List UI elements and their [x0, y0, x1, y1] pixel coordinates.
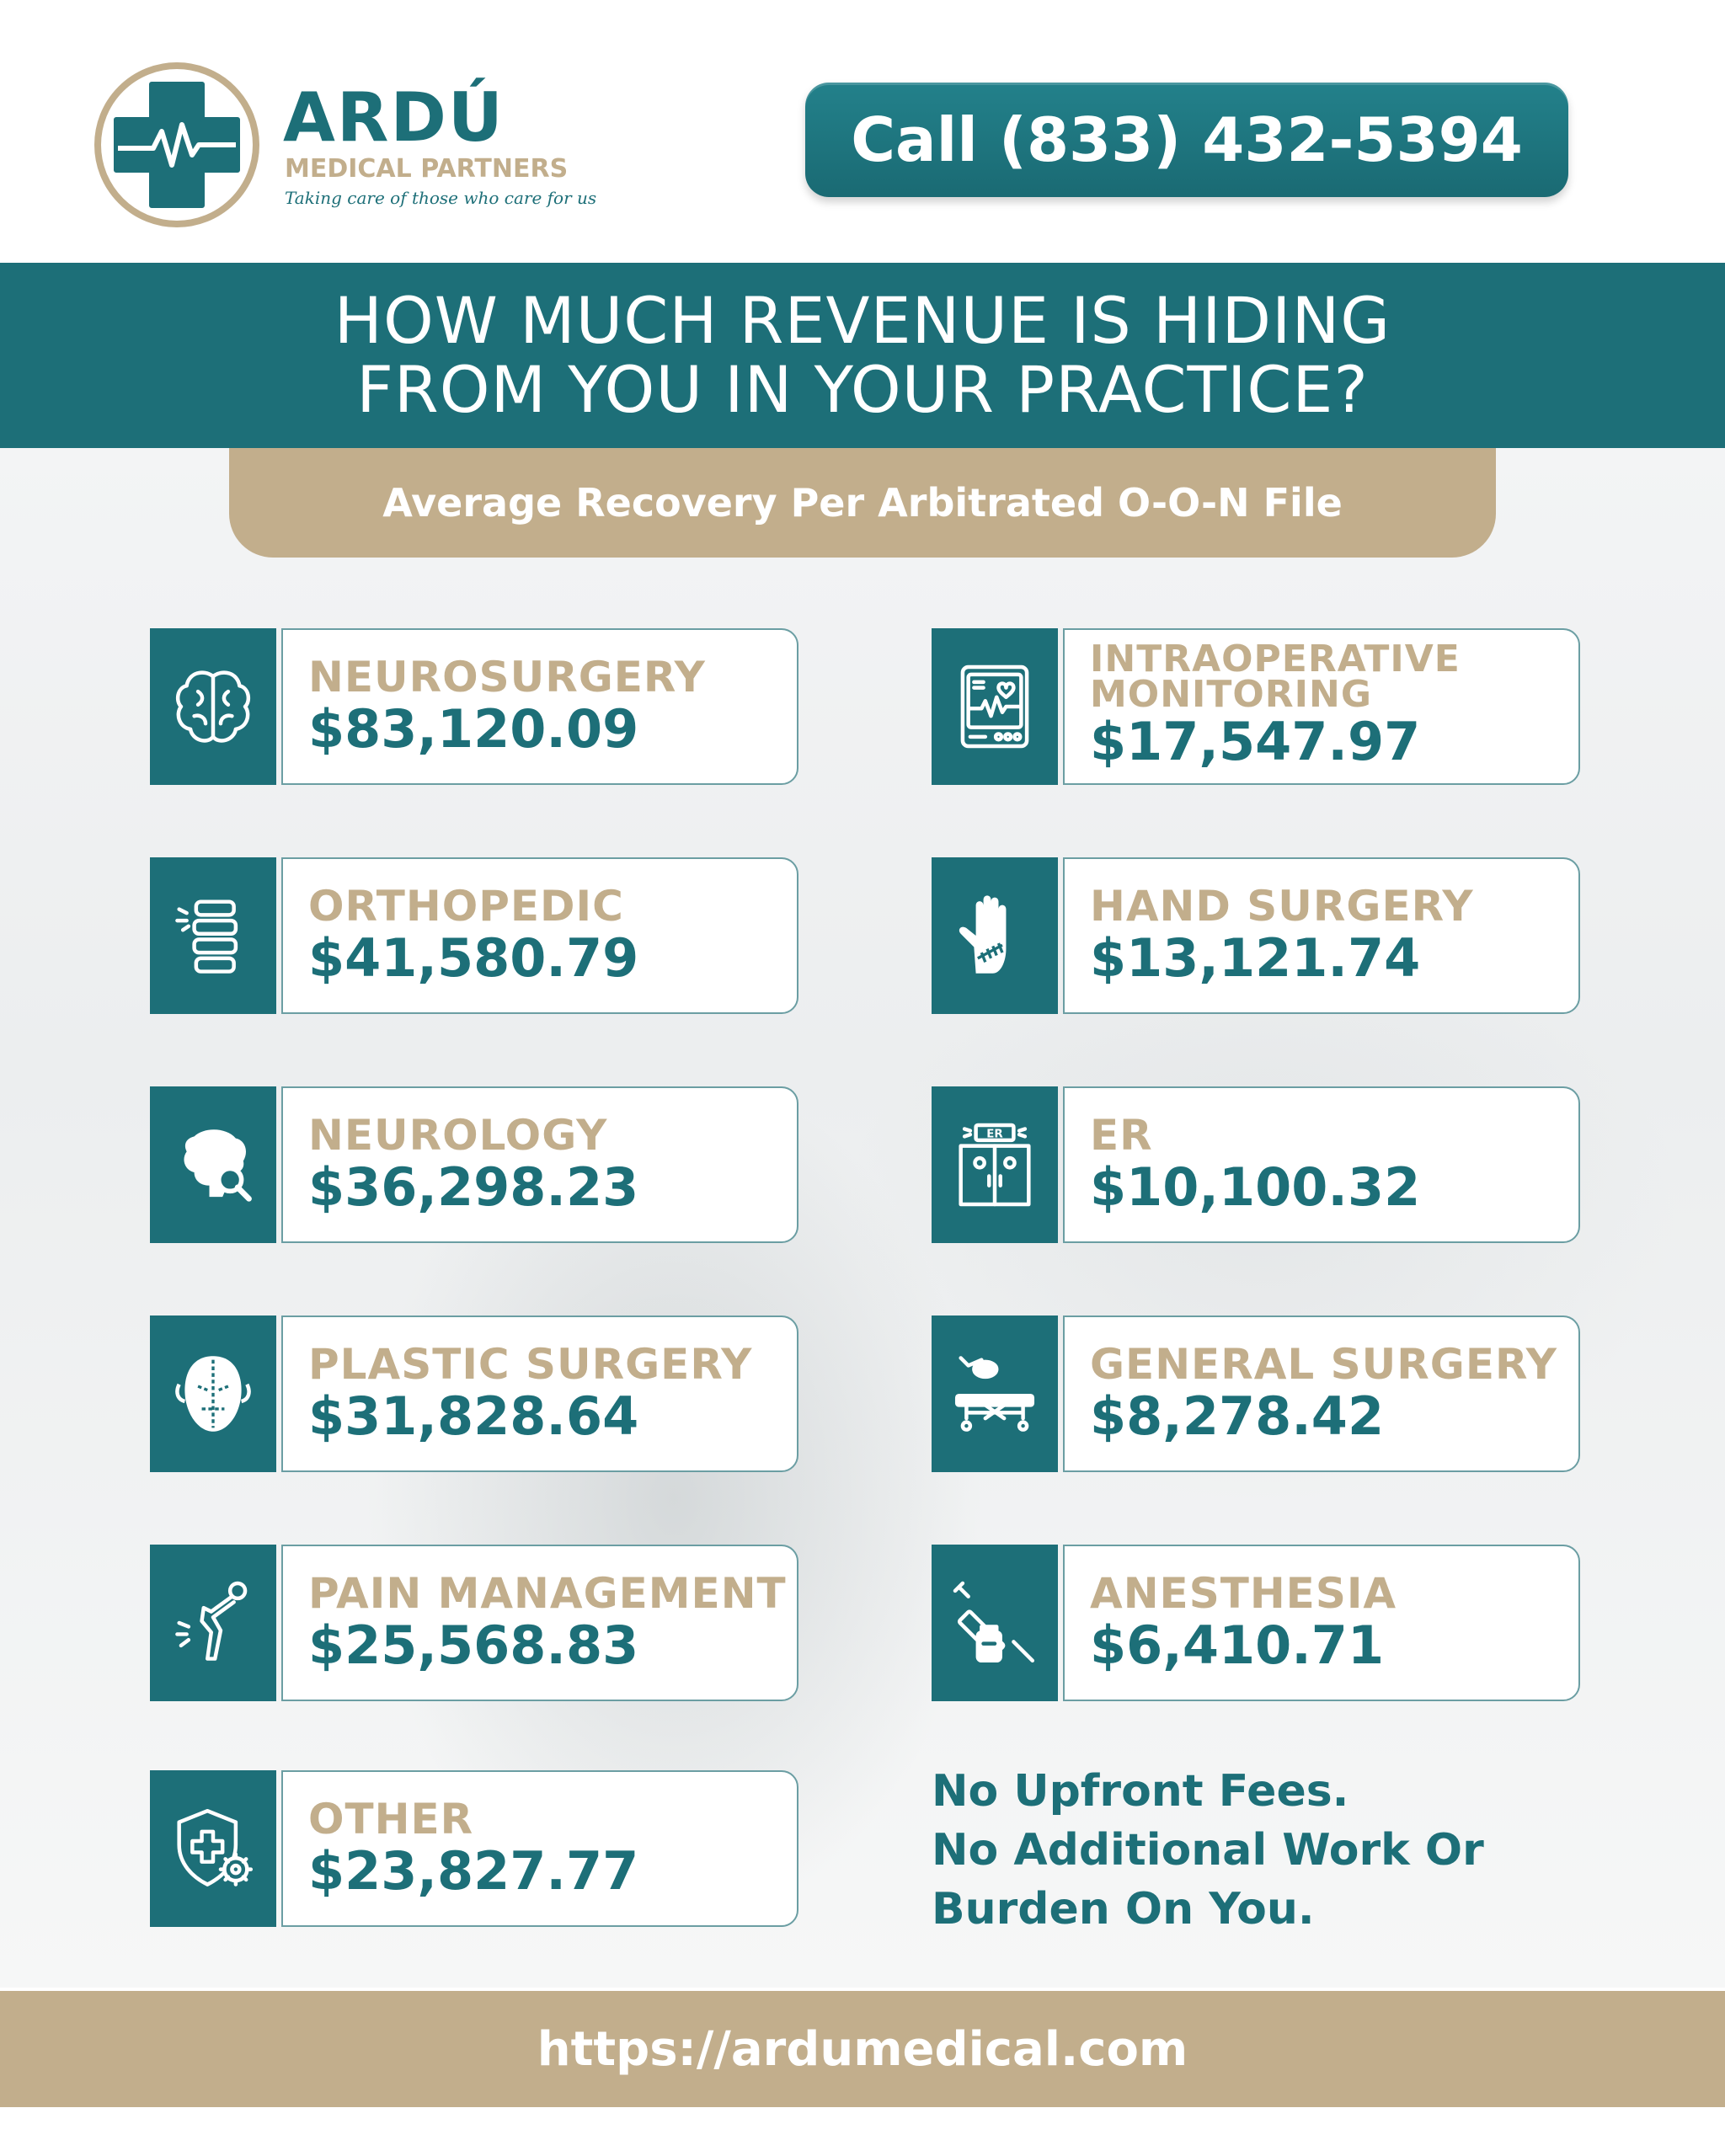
recovery-amount: $8,278.42: [1090, 1385, 1385, 1447]
specialty-label: ANESTHESIA: [1090, 1569, 1397, 1618]
specialty-label: ORTHOPEDIC: [308, 882, 624, 931]
card-anesthesia: ANESTHESIA $6,410.71: [932, 1545, 1580, 1701]
card-plastic-surgery: PLASTIC SURGERY $31,828.64: [150, 1315, 798, 1472]
stitched-hand-icon: [959, 895, 1007, 974]
recovery-amount: $17,547.97: [1090, 711, 1421, 772]
brain-icon: [175, 670, 251, 743]
heart-monitor-icon: [960, 664, 1029, 749]
ardu-cross-logo-icon: [94, 62, 259, 227]
subtitle-bar: Average Recovery Per Arbitrated O-O-N Fi…: [229, 448, 1496, 558]
card-er: ER ER $10,100.32: [932, 1086, 1580, 1243]
specialty-label: PLASTIC SURGERY: [308, 1340, 753, 1389]
no-fees-note: No Upfront Fees. No Additional Work Or B…: [932, 1762, 1484, 1939]
headline-line-1: HOW MUCH REVENUE IS HIDING: [334, 283, 1391, 358]
note-line-2: No Additional Work Or: [932, 1825, 1484, 1876]
knee-pain-icon: [175, 1581, 248, 1661]
card-neurosurgery: NEUROSURGERY $83,120.09: [150, 628, 798, 785]
recovery-amount: $25,568.83: [308, 1614, 639, 1676]
headline-line-2: FROM YOU IN YOUR PRACTICE?: [356, 352, 1369, 427]
note-line-3: Burden On You.: [932, 1884, 1315, 1935]
recovery-amount: $6,410.71: [1090, 1614, 1385, 1676]
spine-icon: [175, 899, 238, 974]
head-brain-search-icon: [184, 1129, 252, 1202]
card-other: OTHER $23,827.77: [150, 1770, 798, 1927]
recovery-amount: $10,100.32: [1090, 1156, 1421, 1218]
card-general-surgery: GENERAL SURGERY $8,278.42: [932, 1315, 1580, 1472]
er-doors-icon: ER: [959, 1123, 1031, 1207]
surgical-table-icon: [954, 1356, 1035, 1432]
specialty-label: PAIN MANAGEMENT: [308, 1569, 787, 1618]
recovery-amount: $13,121.74: [1090, 927, 1421, 989]
specialty-label: GENERAL SURGERY: [1090, 1340, 1557, 1389]
specialty-label: NEUROLOGY: [308, 1111, 608, 1160]
specialty-label: NEUROSURGERY: [308, 653, 706, 702]
brand-tagline: Taking care of those who care for us: [285, 188, 597, 208]
syringe-vial-icon: [953, 1581, 1035, 1663]
website-link[interactable]: https://ardumedical.com: [0, 1991, 1725, 2107]
specialty-label-line-2: MONITORING: [1090, 673, 1372, 716]
card-intraoperative-monitoring: INTRAOPERATIVE MONITORING $17,547.97: [932, 628, 1580, 785]
brand-subtitle: MEDICAL PARTNERS: [285, 154, 569, 184]
card-hand-surgery: HAND SURGERY $13,121.74: [932, 857, 1580, 1014]
svg-text:ER: ER: [986, 1129, 1003, 1141]
face-markings-icon: [175, 1356, 251, 1432]
specialty-label: HAND SURGERY: [1090, 882, 1474, 931]
recovery-amount: $83,120.09: [308, 698, 639, 760]
recovery-amount: $31,828.64: [308, 1385, 639, 1447]
card-neurology: NEUROLOGY $36,298.23: [150, 1086, 798, 1243]
recovery-amount: $41,580.79: [308, 927, 639, 989]
call-button[interactable]: Call (833) 432-5394: [805, 83, 1568, 197]
shield-gear-icon: [177, 1808, 254, 1886]
card-orthopedic: ORTHOPEDIC $41,580.79: [150, 857, 798, 1014]
recovery-amount: $23,827.77: [308, 1840, 639, 1902]
headline-banner: HOW MUCH REVENUE IS HIDING FROM YOU IN Y…: [0, 263, 1725, 448]
specialty-label-line-1: INTRAOPERATIVE: [1090, 638, 1461, 680]
specialty-label: ER: [1090, 1111, 1153, 1160]
brand-name: ARDÚ: [283, 78, 505, 157]
recovery-amount: $36,298.23: [308, 1156, 639, 1218]
card-pain-management: PAIN MANAGEMENT $25,568.83: [150, 1545, 798, 1701]
note-line-1: No Upfront Fees.: [932, 1766, 1349, 1817]
specialty-label: OTHER: [308, 1795, 474, 1844]
